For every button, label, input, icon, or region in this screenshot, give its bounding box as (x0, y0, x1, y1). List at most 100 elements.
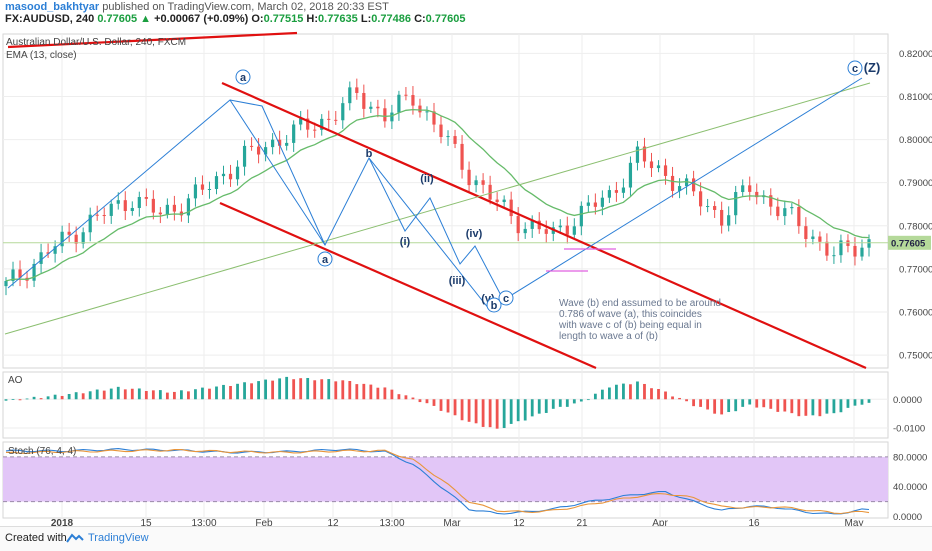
ao-bar (551, 399, 555, 409)
candle-body (172, 204, 176, 212)
ao-bar (530, 399, 534, 417)
x-tick-label: 15 (140, 518, 152, 526)
wave-label-circle (235, 69, 251, 85)
ao-bar (229, 385, 232, 400)
ao-bar (32, 396, 36, 400)
x-tick-label: Feb (255, 518, 273, 526)
ao-bar (832, 399, 836, 414)
drawings: aab(i)(ii)(iii)(iv)(v)bcc (Z)Wave (b) end… (4, 31, 880, 370)
stoch-line-d (5, 449, 870, 515)
ao-bar (860, 399, 864, 405)
ao-bar (425, 399, 429, 404)
ao-bar (194, 389, 197, 400)
candle-body (670, 175, 675, 191)
candle-body (383, 108, 387, 122)
ao-bar (678, 397, 681, 400)
candle-body (165, 204, 169, 215)
ao-bar (74, 392, 78, 400)
ao-pane[interactable] (4, 376, 871, 429)
candle-body (74, 234, 78, 244)
candle-body (600, 197, 604, 207)
candle-body (390, 112, 394, 122)
ao-bar (783, 399, 787, 412)
candle-body (439, 124, 443, 137)
candle-body (411, 95, 415, 106)
ao-bar (25, 398, 29, 400)
ao-bar (615, 384, 618, 400)
ao-bar (158, 390, 162, 400)
ao-bar (769, 399, 773, 409)
candle-body (95, 214, 99, 216)
price-pane[interactable] (3, 78, 888, 296)
candle-body (200, 184, 205, 190)
candle-body (53, 246, 57, 254)
symbol-label[interactable]: FX:AUDUSD, 240 (5, 13, 95, 25)
ao-bar (446, 399, 450, 413)
x-tick-label: Mar (443, 518, 461, 526)
ao-bar (748, 399, 752, 405)
candle-body (818, 236, 822, 242)
candle-body (558, 225, 562, 228)
candle-body (502, 199, 506, 203)
main-legend: Australian Dollar/U.S. Dollar, 240, FXCM (6, 37, 186, 48)
candle-body (158, 212, 162, 215)
ao-bar (706, 399, 710, 410)
ao-bar (313, 380, 317, 400)
chart-area[interactable]: aab(i)(ii)(iii)(iv)(v)bcc (Z)Wave (b) end… (0, 26, 932, 526)
wave-label: c (852, 63, 858, 75)
ao-bar (629, 384, 632, 400)
stoch-band (3, 456, 888, 502)
ao-bar (650, 388, 653, 400)
wave-label: b (491, 300, 498, 312)
candle-body (123, 200, 127, 212)
ao-bar (137, 388, 141, 400)
stoch-pane[interactable] (3, 448, 888, 515)
publish-line: masood_bakhtyar published on TradingView… (5, 1, 389, 13)
ao-bar (727, 399, 731, 413)
ao-bar (460, 399, 464, 421)
ao-bar (341, 380, 345, 400)
candle-body (18, 269, 22, 278)
tradingview-brand-link[interactable]: TradingView (88, 532, 149, 544)
x-tick-label: May (845, 518, 864, 526)
wave-label: a (240, 72, 247, 84)
wave-label: b (366, 148, 373, 160)
price-pane-frame (2, 33, 889, 369)
ao-bar (804, 399, 808, 416)
author-link[interactable]: masood_bakhtyar (5, 1, 100, 13)
candle-body (642, 146, 647, 162)
annotation-text: Wave (b) end assumed to be around 0.786 o… (558, 298, 721, 342)
grid (2, 33, 889, 519)
candle-body (523, 228, 527, 234)
candle-body (299, 118, 303, 125)
ao-bar (116, 386, 120, 400)
y-tick-label: 0.77000 (899, 264, 932, 275)
ao-bar (572, 399, 576, 404)
ao-bar (383, 387, 387, 400)
x-tick-label: Apr (652, 518, 668, 526)
candle-body (621, 187, 626, 193)
candle-body (544, 229, 548, 234)
ao-bar (607, 387, 611, 400)
candle-body (320, 118, 324, 130)
x-tick-label: 21 (576, 518, 588, 526)
ao-bar (818, 399, 822, 417)
ao-bar (299, 378, 303, 400)
candle-body (748, 185, 752, 192)
tradingview-logo-icon (66, 533, 84, 543)
ao-bar (4, 399, 8, 401)
ao-legend: AO (8, 375, 23, 386)
candle-body (769, 195, 773, 207)
candle-body (446, 136, 450, 138)
candle-body (628, 162, 633, 188)
ao-bar (222, 384, 225, 400)
wave-label-circle (847, 60, 863, 76)
candle-body (572, 226, 576, 235)
candle-body (109, 203, 113, 216)
candle-body (102, 215, 106, 217)
candle-body (432, 111, 436, 125)
y-tick-label: 0.80000 (899, 135, 932, 146)
candle-body (460, 143, 464, 170)
candle-body (32, 263, 36, 281)
ao-bar (853, 399, 857, 406)
